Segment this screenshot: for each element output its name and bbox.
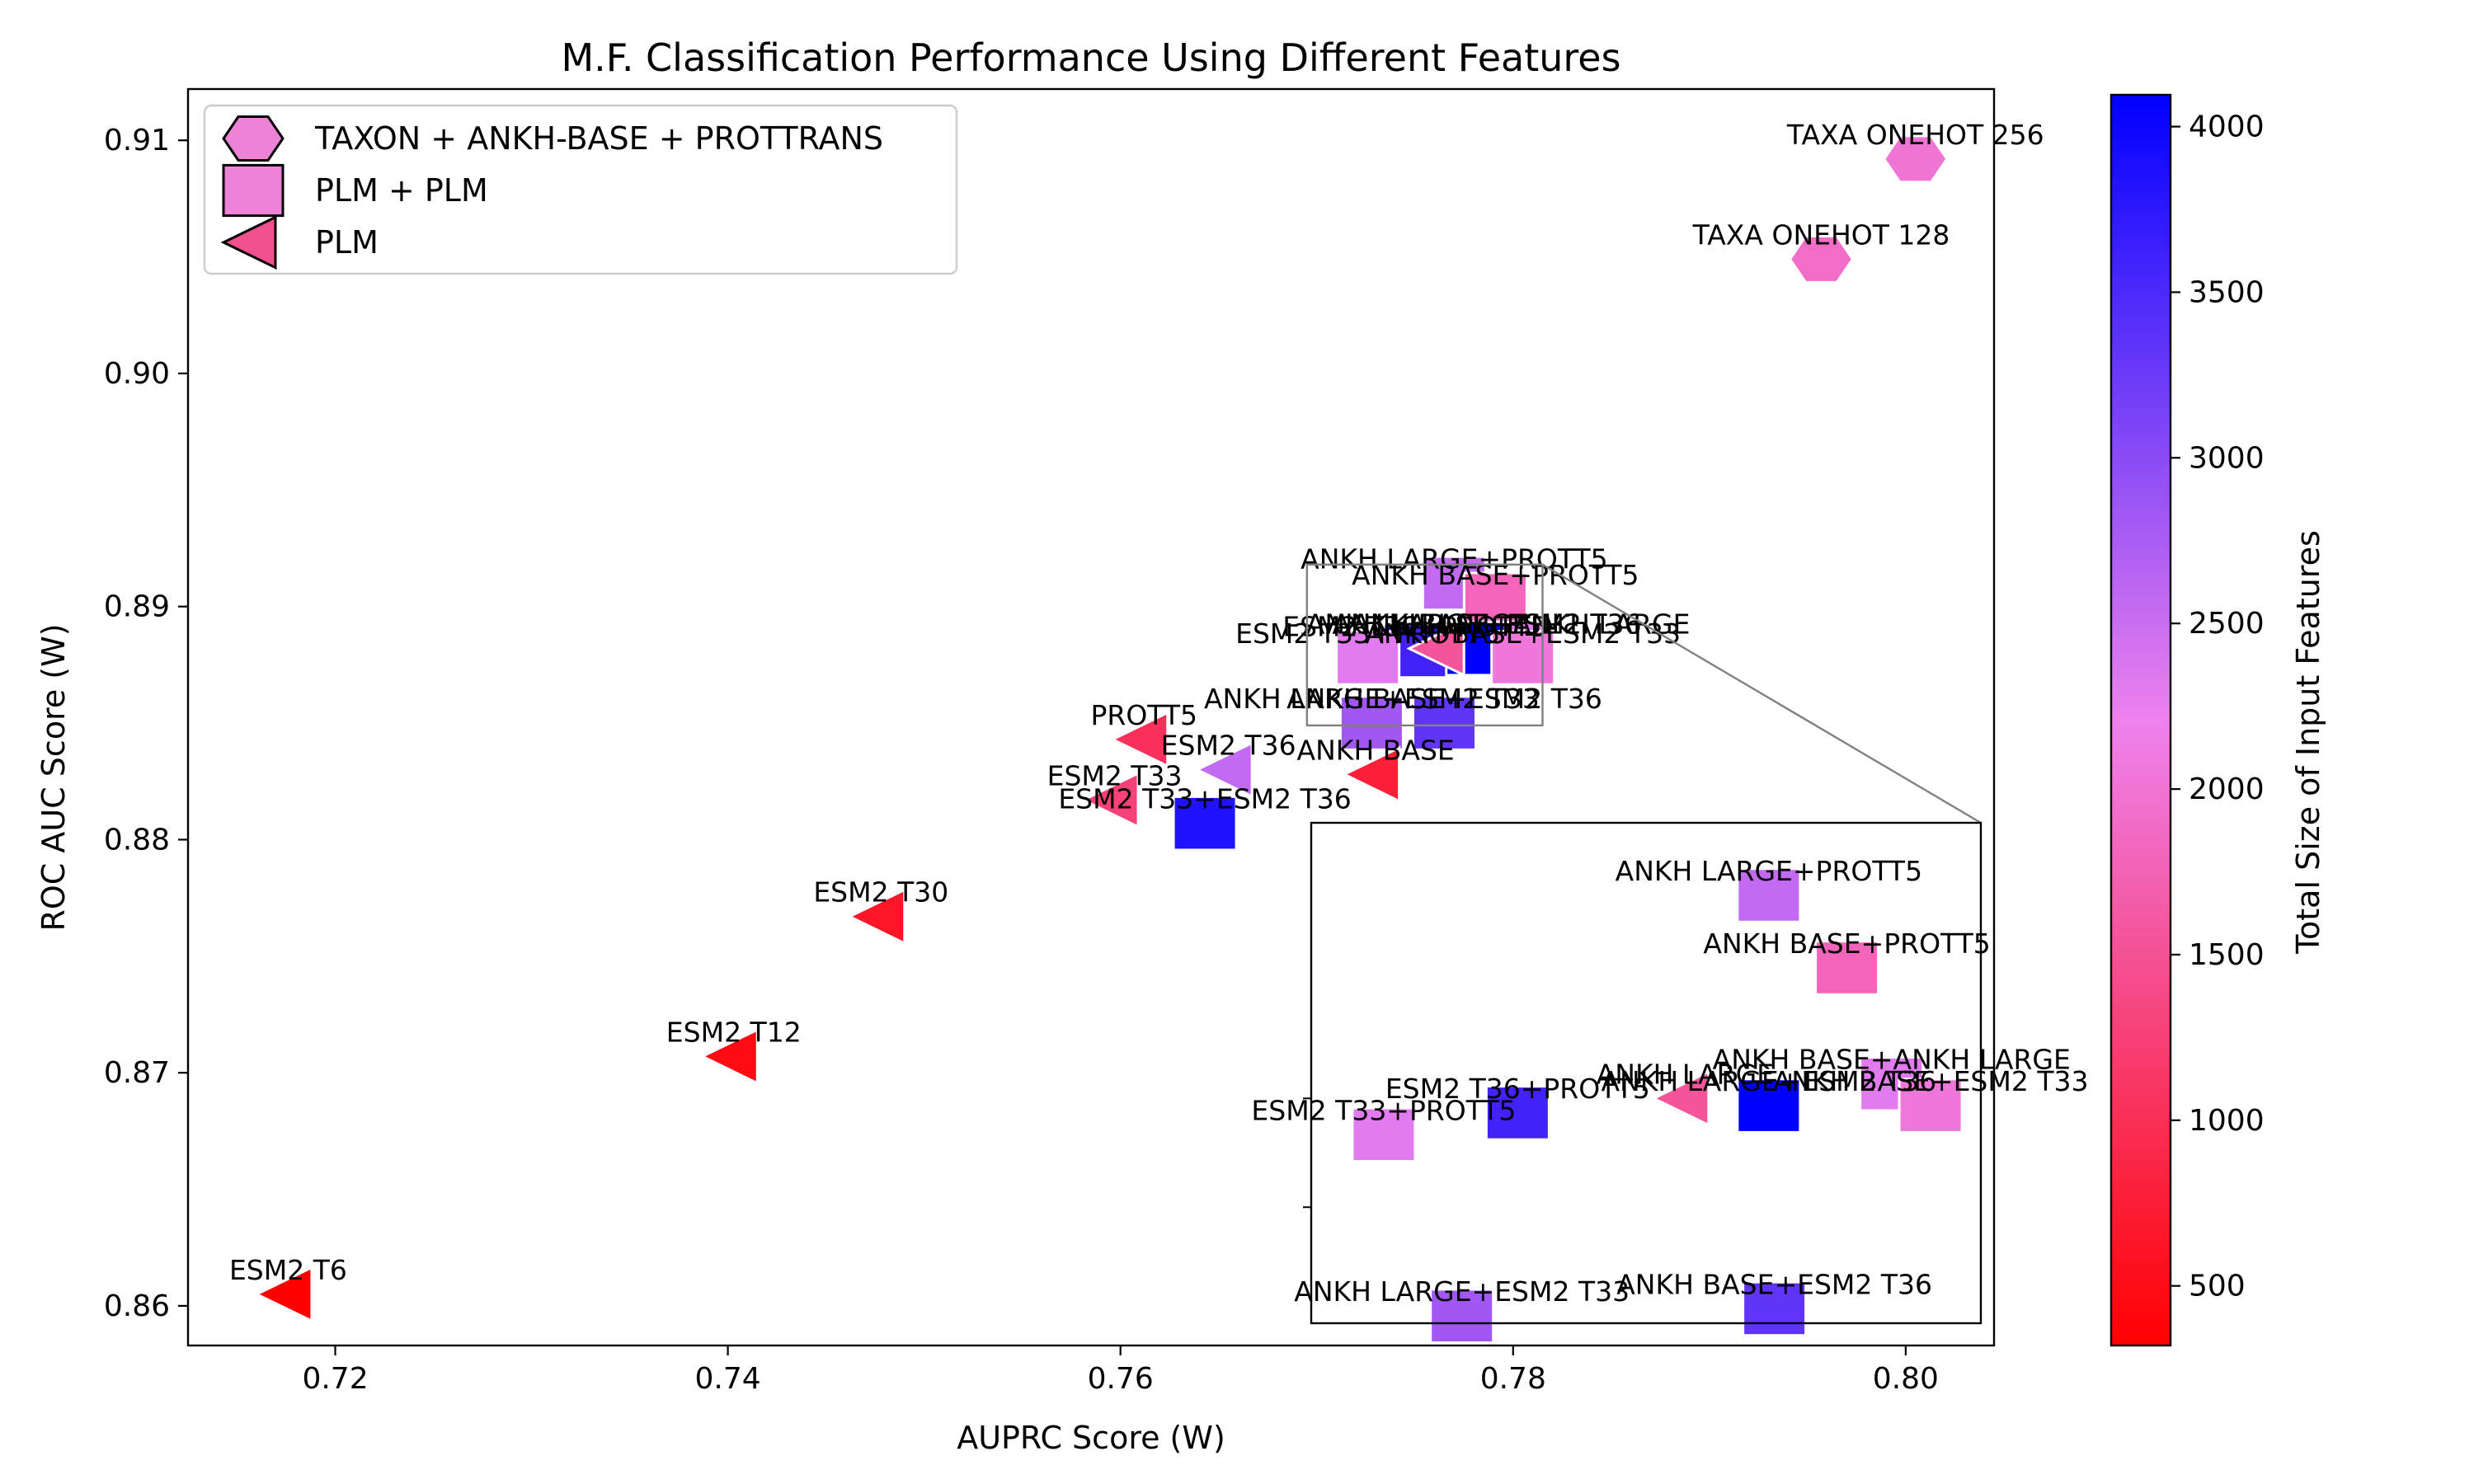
data-point [1338, 695, 1404, 751]
connector-line [1541, 563, 1982, 824]
legend-label: PLM [315, 224, 379, 261]
point-label: TAXA ONEHOT 256 [1786, 119, 2044, 151]
colorbar-label: Total Size of Input Features [2290, 530, 2326, 954]
point-label: ANKH BASE+ESM2 T36 [1286, 683, 1602, 715]
inset-data-point [1429, 1288, 1495, 1345]
inset-point-label: ANKH BASE+ANKH LARGE [1713, 1044, 2071, 1076]
legend-label: PLM + PLM [315, 172, 488, 209]
data-point [253, 1266, 313, 1323]
zoom-region-box [1305, 563, 1544, 727]
x-tick-label: 0.76 [1088, 1362, 1154, 1396]
point-label: ESM2 T36 [1161, 730, 1296, 762]
colorbar-tick-label: 2000 [2189, 773, 2265, 806]
data-point [1882, 134, 1949, 184]
inset-point-label: ESM2 T33+PROTT5 [1251, 1094, 1516, 1126]
point-label: ESM2 T6 [229, 1254, 347, 1286]
x-tick-label: 0.80 [1873, 1362, 1939, 1396]
x-axis-label: AUPRC Score (W) [957, 1420, 1225, 1456]
point-label: ESM2 T33+PROTT5 [1235, 618, 1500, 650]
x-tick-label: 0.74 [695, 1362, 761, 1396]
colorbar-gradient [2109, 93, 2172, 1347]
inset-point-label: ANKH BASE+ESM2 T33 [1773, 1065, 2089, 1097]
colorbar-tick-label: 1500 [2189, 938, 2265, 972]
y-tick-label: 0.91 [104, 124, 170, 157]
chart-title: M.F. Classification Performance Using Di… [561, 35, 1620, 80]
point-label: ESM2 T33 [1047, 759, 1183, 791]
point-label: ESM2 T12 [666, 1016, 802, 1048]
inset-point-label: ANKH BASE+ESM2 T36 [1616, 1268, 1932, 1300]
data-point [1462, 571, 1528, 628]
x-tick-label: 0.78 [1480, 1362, 1546, 1396]
inset-frame [1310, 821, 1982, 1325]
colorbar-tick-label: 1000 [2189, 1104, 2265, 1138]
point-label: TAXA ONEHOT 128 [1692, 218, 1950, 251]
colorbar-tick-label: 500 [2189, 1270, 2246, 1303]
data-point [1490, 630, 1556, 686]
legend-marker [220, 215, 277, 270]
legend: TAXON + ANKH-BASE + PROTTRANS PLM + PLM PL… [203, 104, 958, 275]
legend-marker [222, 163, 285, 218]
point-label: ANKH LARGE+PROTT5 [1300, 542, 1607, 575]
y-axis-label: ROC AUC Score (W) [35, 623, 72, 931]
legend-marker [222, 115, 285, 162]
legend-box [203, 104, 958, 275]
inset-data-point [1351, 1106, 1417, 1163]
legend-label: TAXON + ANKH-BASE + PROTTRANS [314, 120, 883, 157]
data-point [1411, 695, 1477, 751]
inset-data-point [1736, 867, 1802, 923]
x-tick-label: 0.72 [302, 1362, 368, 1396]
point-label: ESM2 T30 [813, 876, 948, 909]
point-label: ESM2 T36+PROTT5 [1282, 610, 1547, 642]
inset-point-label: ANKH LARGE+ESM2 T36 [1601, 1065, 1936, 1097]
inset-point-label: ANKH LARGE [1597, 1058, 1774, 1090]
data-point [1172, 795, 1238, 852]
point-label: ANKH BASE [1297, 734, 1455, 766]
colorbar: 500 1000 1500 2000 2500 3000 3500 4000 [2109, 93, 2265, 1347]
inset-point-label: ANKH BASE+PROTT5 [1703, 928, 1990, 960]
inset-data-point [1650, 1069, 1710, 1127]
y-tick-label: 0.86 [104, 1289, 170, 1323]
colorbar-tick-label: 3000 [2189, 441, 2265, 475]
point-label: ANKH LARGE+ESM2 T36 [1306, 608, 1642, 641]
point-label: ANKH LARGE+ESM2 T33 [1204, 683, 1540, 715]
point-label: ANKH BASE+ANKH LARGE [1332, 608, 1690, 641]
data-point [1788, 234, 1855, 284]
point-label: ANKH LARGE [1352, 608, 1529, 641]
point-label: PROTT5 [1090, 699, 1197, 731]
colorbar-tick-label: 4000 [2189, 110, 2265, 144]
inset-data-point [1736, 1078, 1802, 1134]
plot-frame [186, 87, 1996, 1347]
inset-data-point [1814, 940, 1880, 996]
data-point [1194, 740, 1253, 799]
colorbar-tick-label: 2500 [2189, 607, 2265, 641]
data-point [1335, 630, 1401, 686]
colorbar-tick-label: 3500 [2189, 275, 2265, 309]
y-tick-label: 0.88 [104, 823, 170, 857]
inset-data-point [1484, 1085, 1550, 1141]
inset-point-label: ANKH LARGE+ESM2 T33 [1294, 1275, 1630, 1308]
y-tick-label: 0.87 [104, 1056, 170, 1090]
zoom-inset: ANKH LARGE+PROTT5 ANKH BASE+PROTT5 ANKH BA… [1251, 821, 2089, 1345]
inset-point-label: ANKH LARGE+PROTT5 [1616, 855, 1922, 887]
point-label: ESM2 T33+ESM2 T36 [1058, 783, 1351, 815]
point-label: ANKH BASE+ESM2 T33 [1365, 618, 1681, 650]
data-point [1406, 619, 1465, 678]
inset-data-point [1742, 1280, 1808, 1337]
data-point [1341, 745, 1401, 803]
data-point [699, 1027, 759, 1086]
inset-data-point [1898, 1078, 1964, 1134]
inset-point-label: ESM2 T36+PROTT5 [1385, 1073, 1650, 1105]
inset-connector-lines [1541, 563, 1982, 824]
data-point [1080, 771, 1140, 829]
plot-area: 0.72 0.74 0.76 0.78 0.80 0.86 0.87 0.88 0.89 0.90… [104, 87, 2044, 1396]
y-tick-label: 0.89 [104, 590, 170, 624]
y-tick-label: 0.90 [104, 357, 170, 391]
data-point [1109, 711, 1169, 768]
data-point [846, 888, 906, 946]
